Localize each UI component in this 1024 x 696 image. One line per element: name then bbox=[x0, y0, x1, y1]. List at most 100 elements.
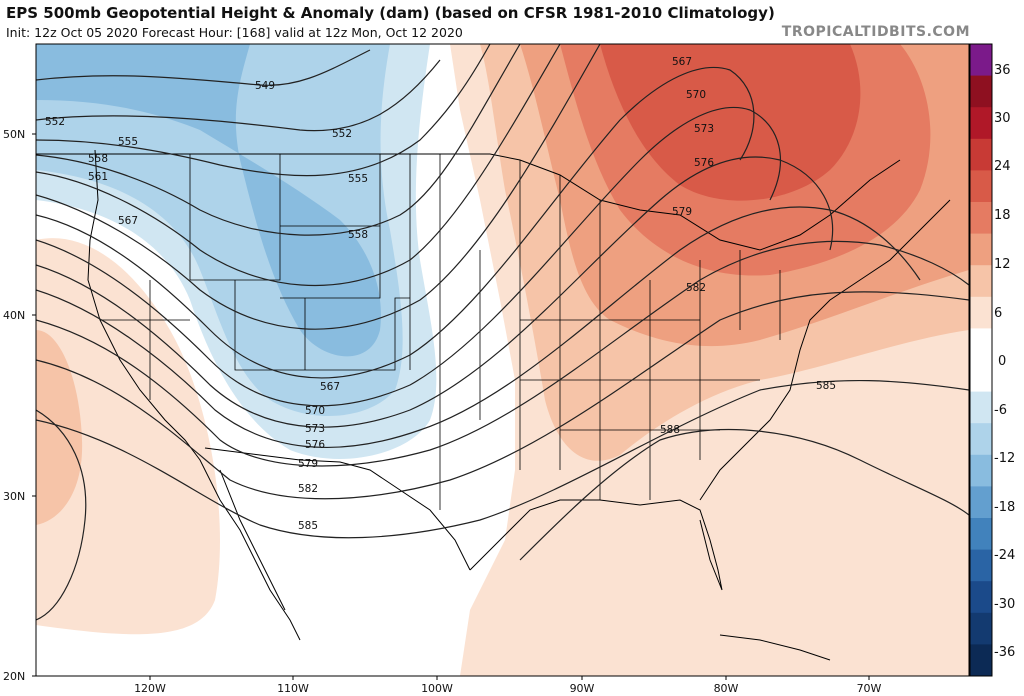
colorbar-segment bbox=[970, 454, 992, 487]
contour-label: 561 bbox=[88, 171, 108, 183]
colorbar-label: 12 bbox=[994, 257, 1011, 272]
map-subtitle: Init: 12z Oct 05 2020 Forecast Hour: [16… bbox=[6, 25, 463, 40]
colorbar-label: 24 bbox=[994, 159, 1011, 174]
colorbar-labels: 36 30 24 18 12 6 0 -6 -12 -18 -24 -30 -3… bbox=[994, 63, 1015, 660]
colorbar-frame bbox=[969, 43, 993, 677]
height-contours bbox=[36, 44, 969, 621]
contour-label: 576 bbox=[694, 157, 714, 169]
colorbar-label: 30 bbox=[994, 111, 1011, 126]
colorbar-label: -6 bbox=[994, 403, 1007, 418]
contour-label: 552 bbox=[332, 128, 352, 140]
colorbar-segment bbox=[970, 644, 992, 677]
contour-552 bbox=[36, 59, 441, 132]
contour-576 bbox=[36, 206, 921, 449]
colorbar-segment bbox=[970, 265, 992, 298]
contour-label: 555 bbox=[348, 173, 368, 185]
map-title: EPS 500mb Geopotential Height & Anomaly … bbox=[6, 4, 775, 22]
contour-label: 552 bbox=[45, 116, 65, 128]
baja-peninsula bbox=[219, 469, 286, 611]
colorbar-label: -12 bbox=[994, 451, 1015, 466]
colorbar-label: -30 bbox=[994, 597, 1015, 612]
boundaries bbox=[36, 149, 951, 661]
colorbar-segment bbox=[970, 518, 992, 551]
colorbar-segment bbox=[970, 170, 992, 203]
contour-582 bbox=[36, 291, 969, 500]
contour-label: 567 bbox=[320, 381, 340, 393]
contour-label: 567 bbox=[672, 56, 692, 68]
contour-label: 570 bbox=[686, 89, 706, 101]
contour-567 bbox=[36, 66, 755, 379]
anomaly-cold-3 bbox=[36, 44, 381, 357]
contour-label: 585 bbox=[816, 380, 836, 392]
colorbar-label: -18 bbox=[994, 500, 1015, 515]
colorbar-segment bbox=[970, 423, 992, 456]
contour-588 bbox=[519, 429, 969, 561]
contour-labels: 549 552 552 555 555 558 558 561 567 567 … bbox=[45, 56, 836, 532]
contour-label: 573 bbox=[305, 423, 325, 435]
contour-closed-west bbox=[36, 409, 87, 621]
lat-label-30n: 30N bbox=[3, 490, 25, 503]
map-frame bbox=[35, 43, 970, 677]
colorbar-segment bbox=[970, 486, 992, 519]
brand-watermark: TROPICALTIDBITS.COM bbox=[781, 24, 970, 40]
colorbar-segment bbox=[970, 549, 992, 582]
contour-549 bbox=[36, 49, 371, 86]
colorbar-label: 0 bbox=[998, 354, 1006, 369]
lon-label-120w: 120W bbox=[134, 682, 166, 695]
colorbar-segment bbox=[970, 612, 992, 645]
contour-label: 582 bbox=[686, 282, 706, 294]
colorbar-label: 6 bbox=[994, 306, 1002, 321]
colorbar-segment bbox=[970, 107, 992, 140]
contour-585 bbox=[36, 379, 969, 539]
colorbar bbox=[970, 44, 992, 677]
east-coastline bbox=[699, 199, 951, 501]
west-coastline bbox=[87, 149, 301, 641]
colorbar-segment bbox=[970, 328, 992, 361]
contour-558 bbox=[36, 44, 521, 236]
anomaly-cold-4 bbox=[36, 44, 180, 96]
contour-label: 588 bbox=[660, 424, 680, 436]
colorbar-segment bbox=[970, 296, 992, 329]
colorbar-label: 36 bbox=[994, 63, 1011, 78]
contour-564 bbox=[36, 44, 601, 330]
contour-label: 582 bbox=[298, 483, 318, 495]
lon-label-80w: 80W bbox=[714, 682, 739, 695]
contour-label: 567 bbox=[118, 215, 138, 227]
contour-label: 555 bbox=[118, 136, 138, 148]
colorbar-label: -36 bbox=[994, 645, 1015, 660]
contour-579 bbox=[36, 240, 969, 467]
contour-555 bbox=[36, 44, 491, 177]
colorbar-segment bbox=[970, 75, 992, 108]
cuba-island bbox=[719, 634, 831, 661]
colorbar-segment bbox=[970, 581, 992, 614]
contour-570 bbox=[36, 106, 781, 407]
contour-label: 579 bbox=[672, 206, 692, 218]
contour-label: 585 bbox=[298, 520, 318, 532]
lat-label-50n: 50N bbox=[3, 128, 25, 141]
lon-label-100w: 100W bbox=[421, 682, 453, 695]
colorbar-segment bbox=[970, 391, 992, 424]
contour-label: 579 bbox=[298, 458, 318, 470]
colorbar-segment bbox=[970, 360, 992, 393]
colorbar-segment bbox=[970, 202, 992, 235]
contour-label: 576 bbox=[305, 439, 325, 451]
lon-label-110w: 110W bbox=[277, 682, 309, 695]
gulf-coastline bbox=[469, 499, 723, 591]
longitude-axis: 120W 110W 100W 90W 80W 70W bbox=[134, 676, 882, 695]
us-mexico-border bbox=[204, 447, 471, 571]
contour-label: 549 bbox=[255, 80, 275, 92]
lon-label-70w: 70W bbox=[857, 682, 882, 695]
colorbar-label: -24 bbox=[994, 548, 1015, 563]
lon-label-90w: 90W bbox=[570, 682, 595, 695]
lat-label-40n: 40N bbox=[3, 309, 25, 322]
colorbar-label: 18 bbox=[994, 208, 1011, 223]
colorbar-segment bbox=[970, 44, 992, 77]
anomaly-warm-west-2 bbox=[36, 330, 83, 525]
contour-573 bbox=[36, 156, 834, 428]
contour-label: 570 bbox=[305, 405, 325, 417]
contour-561 bbox=[36, 44, 561, 287]
contour-label: 558 bbox=[348, 229, 368, 241]
latitude-axis: 50N 40N 30N 20N bbox=[3, 128, 36, 683]
colorbar-segment bbox=[970, 138, 992, 171]
